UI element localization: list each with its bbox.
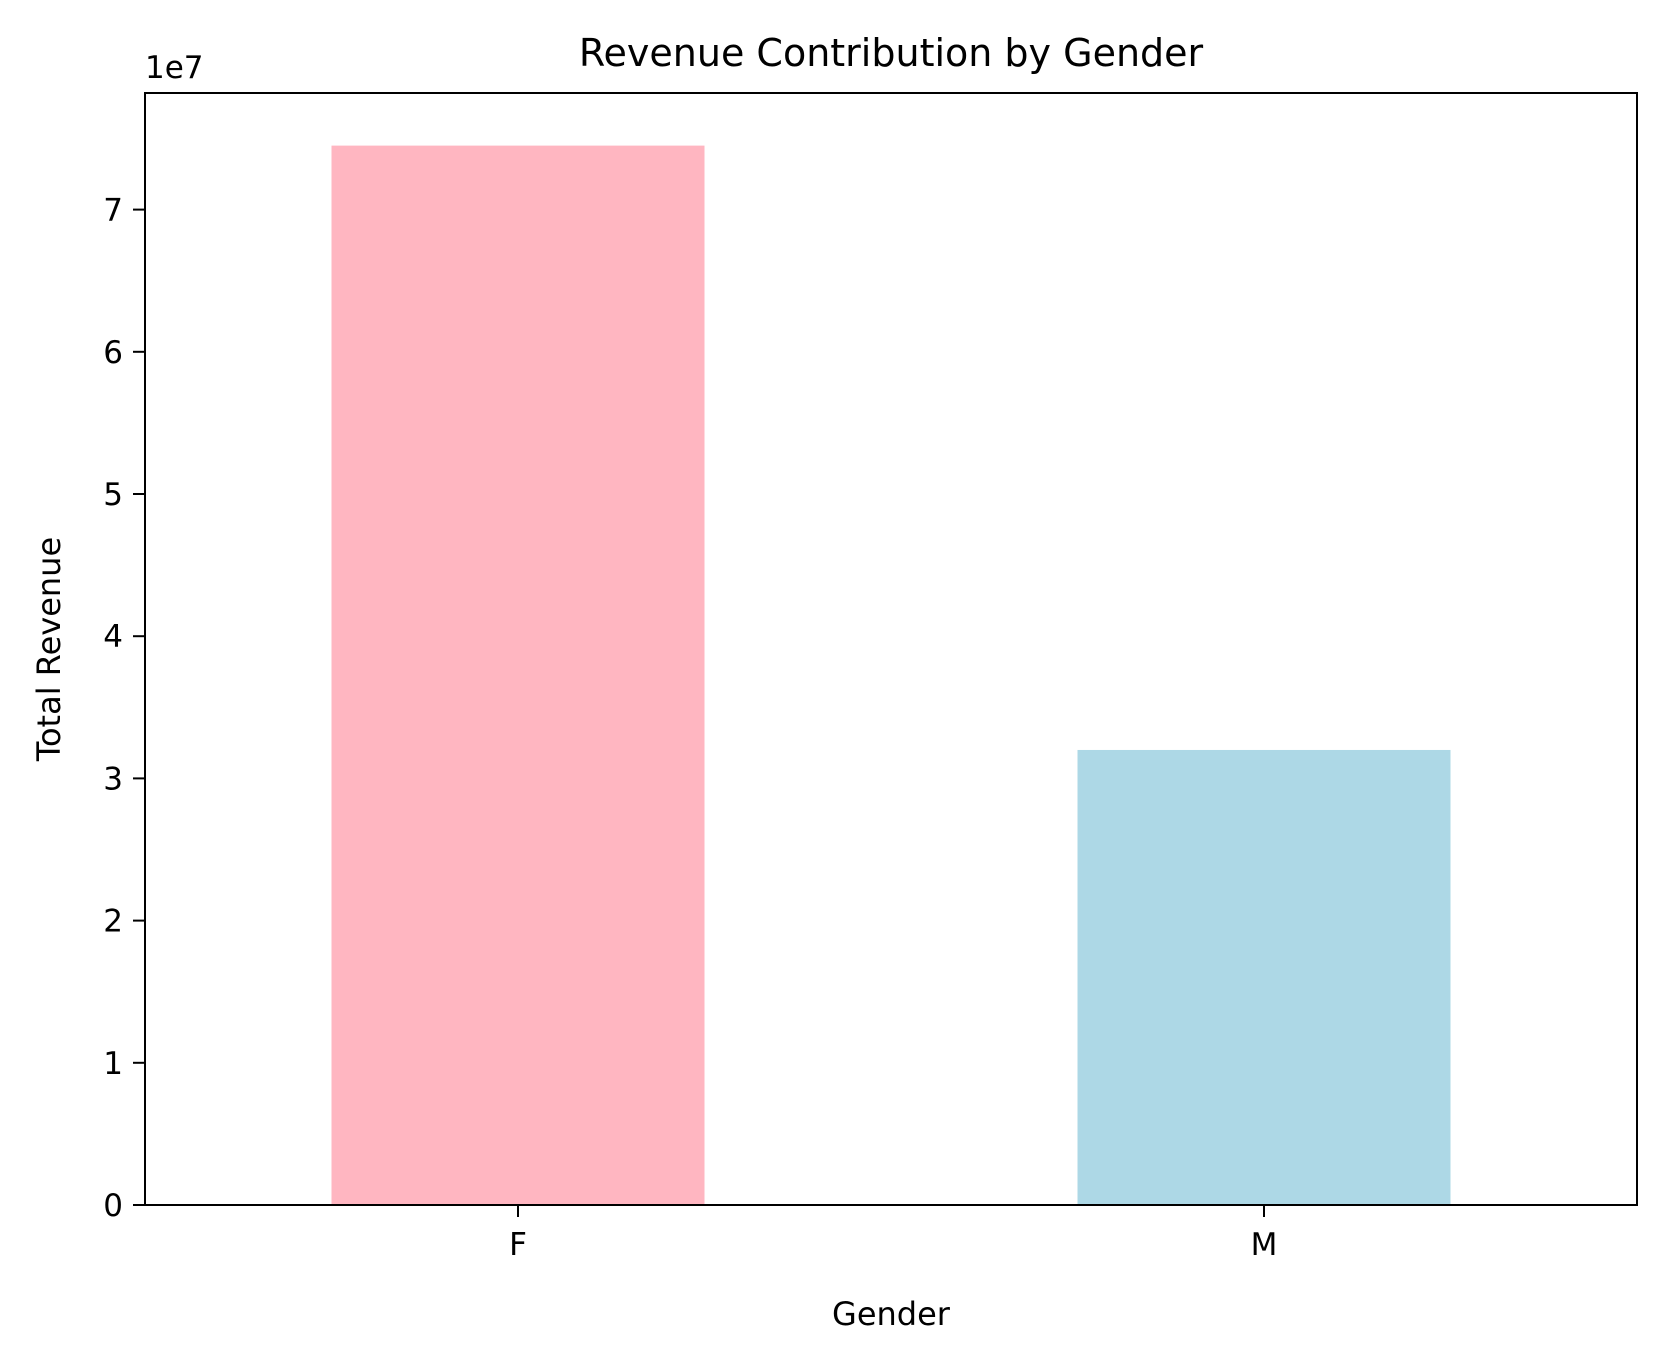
axes-frame	[144, 92, 1638, 1206]
bars-layer	[331, 145, 1451, 1206]
chart-title: Revenue Contribution by Gender	[579, 31, 1204, 75]
bar-m	[1077, 749, 1451, 1205]
y-tick-label: 0	[103, 1188, 123, 1224]
bar-f	[331, 145, 705, 1206]
y-tick-label: 5	[103, 477, 123, 513]
x-tick-label: F	[509, 1227, 527, 1263]
y-axis-offset-label: 1e7	[145, 50, 204, 86]
x-axis-label: Gender	[832, 1295, 951, 1333]
y-axis-label: Total Revenue	[30, 537, 68, 762]
y-tick-label: 6	[103, 335, 123, 371]
y-tick-label: 3	[103, 761, 123, 797]
y-tick-label: 1	[103, 1046, 123, 1082]
y-ticks-layer: 0 1 2 3 4 5 6 7	[103, 193, 145, 1224]
y-tick-label: 2	[103, 904, 123, 940]
y-tick-label: 4	[103, 619, 123, 655]
x-tick-label: M	[1251, 1227, 1278, 1263]
y-tick-label: 7	[103, 193, 123, 229]
